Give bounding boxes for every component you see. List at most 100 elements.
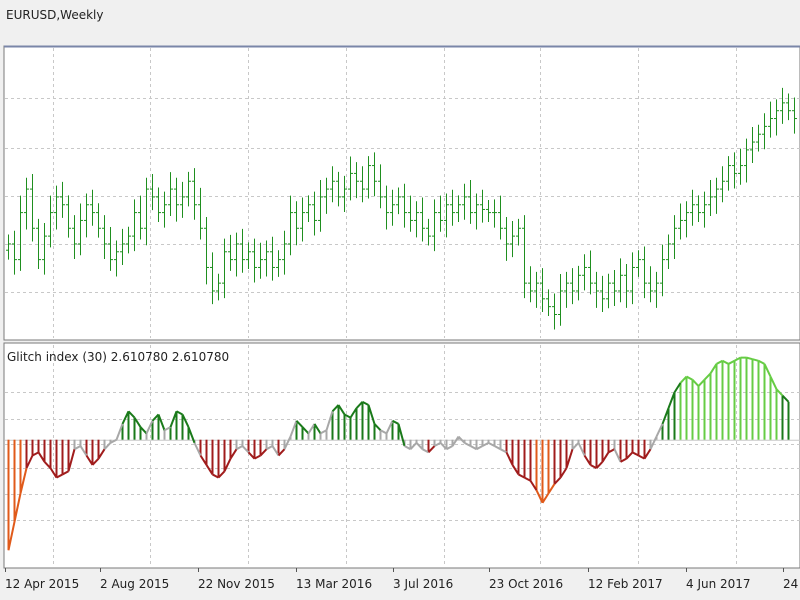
indicator-line-segment — [457, 435, 466, 444]
x-axis-tick-label: 24 — [783, 577, 798, 591]
indicator-line-segment — [500, 448, 507, 454]
price-panel-title: EURUSD,Weekly — [6, 8, 103, 22]
indicator-line-segment — [620, 457, 627, 463]
indicator-line-segment — [470, 445, 477, 451]
indicator-line-segment — [97, 448, 106, 460]
indicator-line-segment — [392, 419, 399, 425]
indicator-line-segment — [679, 375, 688, 384]
indicator-line-segment — [439, 442, 448, 450]
indicator-line-segment — [67, 448, 76, 472]
indicator-line-segment — [271, 445, 280, 457]
indicator-line-segment — [547, 483, 556, 494]
indicator-line-segment — [434, 441, 441, 447]
indicator-line-segment — [49, 467, 58, 479]
indicator-line-segment — [691, 379, 700, 387]
x-axis-tick-label: 4 Jun 2017 — [686, 577, 751, 591]
indicator-line-segment — [697, 379, 706, 387]
price-grid — [5, 48, 800, 338]
indicator-line-segment — [686, 375, 693, 381]
indicator-line-segment — [19, 467, 28, 494]
indicator-line-segment — [541, 492, 550, 504]
indicator-line-segment — [301, 426, 310, 435]
indicator-line-segment — [247, 451, 256, 460]
indicator-line-segment — [571, 442, 580, 450]
indicator-line-segment — [524, 476, 531, 482]
indicator-line-segment — [103, 442, 112, 450]
indicator-line-segment — [752, 358, 759, 362]
indicator-line-segment — [43, 461, 52, 469]
indicator-line-segment — [85, 454, 94, 466]
indicator-line-segment — [559, 467, 568, 479]
indicator-line-segment — [488, 441, 495, 447]
indicator-line-segment — [422, 448, 429, 454]
indicator-line-segment — [176, 410, 183, 416]
indicator-line-segment — [199, 454, 208, 466]
indicator-line-segment — [511, 464, 520, 475]
indicator-line-segment — [25, 455, 34, 469]
indicator-line-segment — [397, 423, 406, 447]
indicator-line-segment — [758, 359, 765, 365]
indicator-line-segment — [344, 413, 351, 419]
indicator-line-segment — [595, 461, 604, 469]
indicator-line-segment — [355, 401, 364, 409]
x-axis-tick-label: 3 Jul 2016 — [393, 577, 453, 591]
indicator-line-segment — [217, 470, 226, 479]
indicator-line-segment — [608, 448, 615, 454]
indicator-line-segment — [655, 423, 664, 437]
indicator-line-segment — [638, 454, 645, 460]
indicator-line-segment — [241, 445, 250, 454]
indicator-line-segment — [373, 423, 382, 431]
indicator-line-segment — [565, 448, 574, 469]
indicator-line-segment — [590, 464, 597, 470]
indicator-line-segment — [763, 363, 772, 378]
indicator-line-segment — [133, 417, 142, 428]
indicator-line-segment — [529, 480, 538, 491]
indicator-line-segment — [320, 429, 327, 435]
indicator-line-segment — [7, 521, 16, 551]
indicator-line-segment — [703, 372, 712, 381]
indicator-line-segment — [313, 423, 322, 434]
indicator-line-segment — [254, 454, 261, 460]
x-axis-tick-label: 23 Oct 2016 — [489, 577, 563, 591]
indicator-line-segment — [212, 473, 219, 479]
x-axis: 12 Apr 2015 2 Aug 2015 22 Nov 2015 13 Mar 2… — [5, 568, 798, 591]
x-axis-tick-label: 13 Mar 2016 — [296, 577, 372, 591]
indicator-line-segment — [266, 445, 273, 451]
indicator-line-segment — [110, 438, 117, 444]
indicator-line-segment — [37, 451, 46, 463]
indicator-line-segment — [505, 451, 514, 466]
indicator-line-segment — [667, 392, 676, 409]
indicator-line-segment — [325, 410, 334, 431]
indicator-line-segment — [139, 426, 148, 435]
indicator-line-segment — [74, 445, 81, 451]
indicator-line-segment — [734, 356, 741, 362]
indicator-line-segment — [193, 442, 202, 456]
indicator-line-segment — [13, 493, 22, 523]
indicator-line-segment — [746, 356, 753, 361]
indicator-line-segment — [451, 436, 460, 447]
indicator-panel-title: Glitch index (30) 2.610780 2.610780 — [7, 350, 229, 364]
indicator-line-segment — [91, 457, 100, 466]
indicator-line-segment — [728, 359, 735, 365]
indicator-line-segment — [367, 404, 376, 425]
indicator-line-segment — [427, 445, 436, 454]
indicator-line-segment — [769, 376, 778, 390]
indicator-line-segment — [62, 470, 69, 476]
indicator-line-segment — [518, 473, 525, 479]
indicator-line-segment — [709, 363, 718, 374]
indicator-line-segment — [673, 382, 682, 393]
indicator-line-segment — [169, 410, 178, 428]
indicator-line-segment — [464, 441, 471, 447]
x-axis-tick-label: 22 Nov 2015 — [198, 577, 275, 591]
indicator-line-segment — [32, 451, 39, 457]
x-axis-tick-label: 12 Apr 2015 — [5, 577, 79, 591]
indicator-line-segment — [716, 359, 723, 365]
indicator-line-segment — [632, 451, 639, 457]
indicator-line-segment — [362, 400, 369, 406]
indicator-line-segment — [337, 404, 346, 415]
indicator-line-segment — [236, 445, 243, 451]
indicator-line-segment — [409, 442, 418, 450]
x-axis-tick-label: 12 Feb 2017 — [588, 577, 663, 591]
indicator-line-segment — [476, 445, 483, 451]
